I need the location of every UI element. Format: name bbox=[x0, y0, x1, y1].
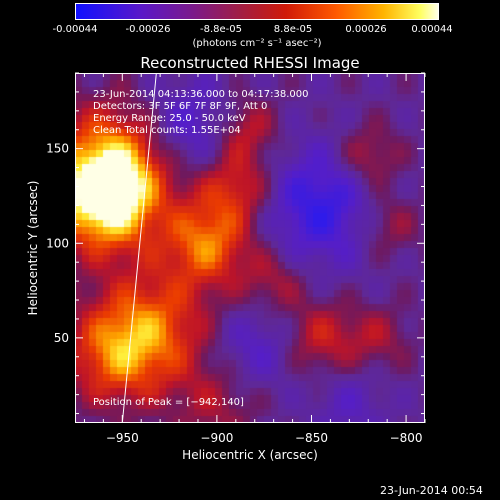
y-tick-label: 100 bbox=[46, 236, 69, 250]
y-tick-label: 50 bbox=[54, 331, 69, 345]
heatmap-canvas bbox=[75, 73, 425, 423]
solar-limb-line bbox=[121, 72, 157, 424]
x-tick-label: −900 bbox=[200, 431, 233, 445]
colorbar-tick: -0.00026 bbox=[125, 24, 171, 35]
timestamp: 23-Jun-2014 00:54 bbox=[380, 484, 483, 497]
colorbar bbox=[75, 3, 439, 20]
colorbar-tick: 0.00044 bbox=[411, 24, 453, 35]
heatmap-plot bbox=[75, 73, 425, 423]
colorbar-units: (photons cm⁻² s⁻¹ asec⁻²) bbox=[192, 38, 322, 49]
info-clean-counts: Clean Total counts: 1.55E+04 bbox=[93, 125, 241, 136]
info-energy-range: Energy Range: 25.0 - 50.0 keV bbox=[93, 113, 246, 124]
y-tick-label: 150 bbox=[46, 142, 69, 156]
colorbar-tick: -0.00044 bbox=[52, 24, 98, 35]
x-tick-label: −800 bbox=[390, 431, 423, 445]
colorbar-tick: -8.8e-05 bbox=[200, 24, 242, 35]
x-tick-label: −850 bbox=[295, 431, 328, 445]
peak-position-label: Position of Peak = [−942,140] bbox=[93, 397, 244, 408]
colorbar-tick: 0.00026 bbox=[345, 24, 387, 35]
colorbar-tick: 8.8e-05 bbox=[273, 24, 313, 35]
info-detectors: Detectors: 3F 5F 6F 7F 8F 9F, Att 0 bbox=[93, 101, 268, 112]
x-axis-label: Heliocentric X (arcsec) bbox=[182, 448, 318, 462]
chart-title: Reconstructed RHESSI Image bbox=[140, 54, 360, 72]
y-axis-label: Heliocentric Y (arcsec) bbox=[26, 180, 40, 316]
x-tick-label: −950 bbox=[106, 431, 139, 445]
info-time-range: 23-Jun-2014 04:13:36.000 to 04:17:38.000 bbox=[93, 89, 309, 100]
